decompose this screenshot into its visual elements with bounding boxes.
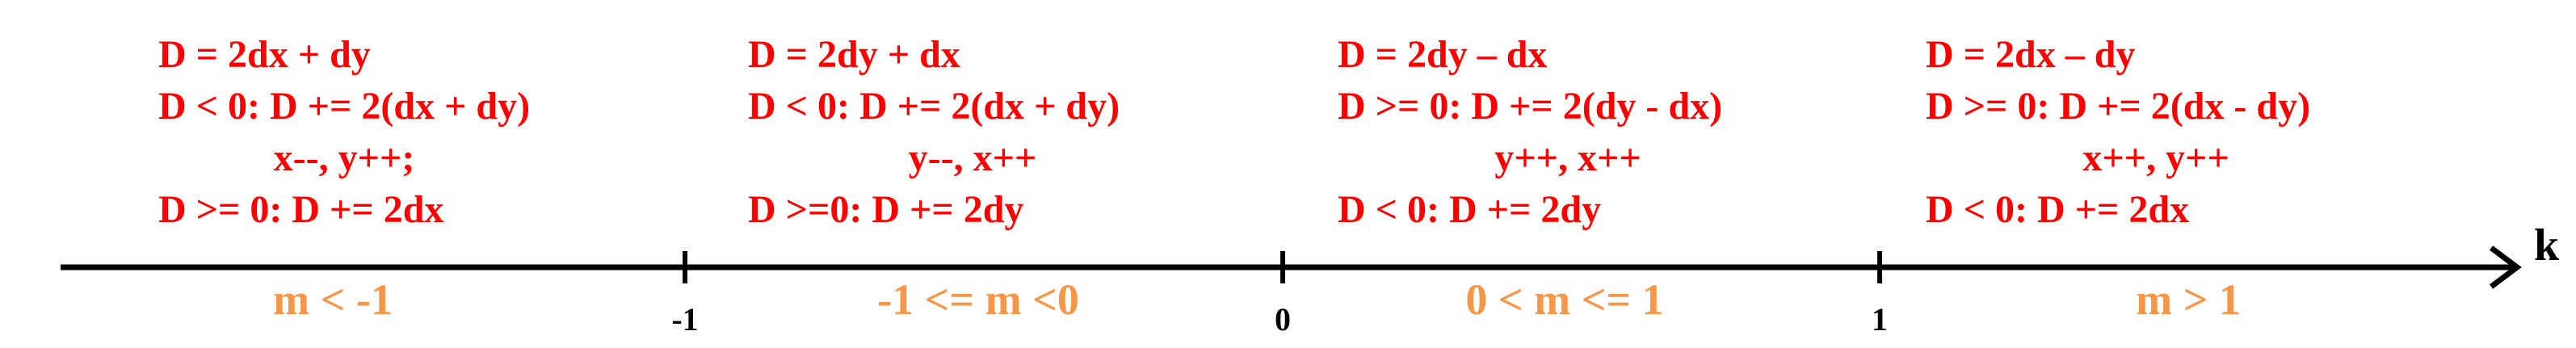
tick-label-0: 0: [1275, 301, 1291, 338]
region-shallow-negative: D = 2dy + dx D < 0: D += 2(dx + dy) y--,…: [748, 29, 1330, 236]
range-label-steep-positive: m > 1: [2136, 275, 2241, 324]
rule-step: x++, y++: [2082, 136, 2229, 179]
rule-condition-a: D < 0: D += 2(dx + dy): [158, 85, 531, 128]
rule-init: D = 2dx + dy: [158, 33, 371, 76]
range-label-shallow-positive: 0 < m <= 1: [1465, 275, 1664, 324]
region-steep-positive: D = 2dx – dy D >= 0: D += 2(dx - dy) x++…: [1926, 29, 2507, 236]
rule-init: D = 2dx – dy: [1926, 33, 2136, 76]
tick-label-neg1: -1: [671, 301, 699, 338]
rule-condition-b: D < 0: D += 2dy: [1338, 188, 1602, 231]
region-shallow-positive: D = 2dy – dx D >= 0: D += 2(dy - dx) y++…: [1338, 29, 1919, 236]
range-label-shallow-negative: -1 <= m <0: [877, 275, 1079, 324]
rule-condition-b: D < 0: D += 2dx: [1926, 188, 2190, 231]
rule-condition-b: D >=0: D += 2dy: [748, 188, 1024, 231]
rule-condition-b: D >= 0: D += 2dx: [158, 188, 444, 231]
rule-step: y++, x++: [1494, 136, 1641, 179]
rule-condition-a: D >= 0: D += 2(dy - dx): [1338, 85, 1723, 128]
rule-step: y--, x++: [908, 136, 1037, 179]
tick-label-1: 1: [1872, 301, 1888, 338]
rule-step: x--, y++;: [273, 136, 415, 179]
rule-condition-a: D >= 0: D += 2(dx - dy): [1926, 85, 2311, 128]
region-steep-negative: D = 2dx + dy D < 0: D += 2(dx + dy) x--,…: [158, 29, 740, 236]
rule-init: D = 2dy – dx: [1338, 33, 1548, 76]
axis-label-k: k: [2534, 220, 2560, 270]
rule-condition-a: D < 0: D += 2(dx + dy): [748, 85, 1120, 128]
rule-init: D = 2dy + dx: [748, 33, 960, 76]
axis-arrow-icon: [2489, 245, 2522, 289]
range-label-steep-negative: m < -1: [273, 275, 393, 324]
